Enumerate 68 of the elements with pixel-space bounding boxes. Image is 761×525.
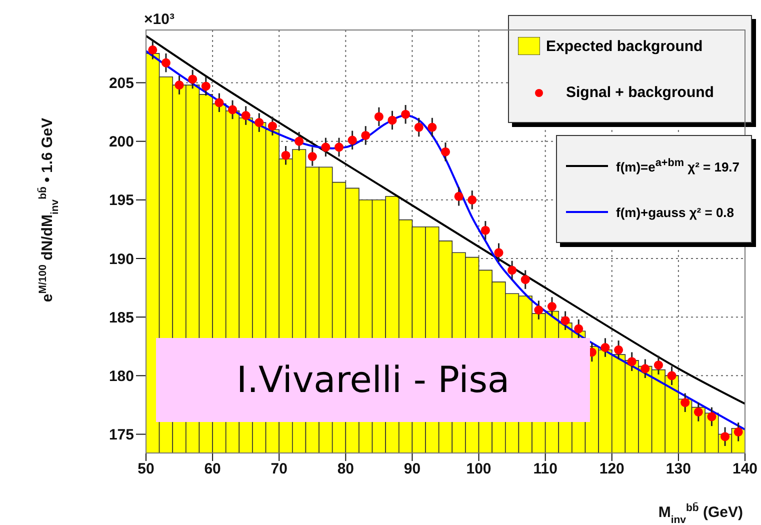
point	[161, 58, 170, 68]
point	[348, 136, 357, 145]
x-tick-label: 100	[466, 460, 492, 478]
point	[268, 122, 277, 131]
point	[454, 192, 464, 201]
point	[640, 364, 650, 374]
y-tick-label: 200	[108, 134, 134, 151]
point	[560, 316, 570, 326]
point	[401, 110, 410, 119]
point	[174, 80, 184, 90]
x-tick-label: 50	[138, 460, 154, 478]
point	[228, 105, 238, 114]
point	[680, 398, 690, 408]
point	[321, 142, 330, 152]
point	[534, 306, 544, 315]
point	[667, 371, 676, 380]
point	[468, 195, 477, 204]
point	[374, 112, 384, 122]
point	[480, 226, 490, 235]
point	[214, 98, 224, 108]
point	[308, 152, 317, 162]
point	[654, 360, 663, 370]
point	[694, 407, 703, 416]
y-tick-label: 185	[108, 309, 134, 326]
point	[440, 147, 450, 156]
point	[201, 82, 210, 91]
point	[508, 266, 517, 275]
point	[254, 118, 264, 128]
point	[361, 130, 370, 140]
annotation: I.Vivarelli - Pisa	[236, 360, 510, 400]
point	[414, 122, 424, 132]
point	[547, 302, 557, 312]
x-tick-label: 120	[599, 460, 624, 478]
x-tick-label: 70	[270, 460, 288, 478]
point	[734, 427, 743, 436]
legend-label: Signal + background	[566, 84, 714, 100]
x-axis-title: M$_{inv}$$^{bb̄}$ (GeV)	[658, 502, 743, 525]
point	[334, 142, 344, 152]
point	[388, 116, 397, 125]
y-tick-label: 195	[108, 192, 134, 210]
legend-label: f(m)=e$^{a+bm}$ χ² = 19.7	[616, 157, 740, 175]
point	[294, 136, 304, 146]
x-tick-label: 140	[732, 460, 758, 478]
point	[707, 412, 716, 422]
point	[614, 345, 624, 354]
y-tick-label: 180	[108, 368, 134, 385]
point	[428, 122, 437, 132]
point	[520, 275, 530, 284]
x-tick-label: 130	[666, 460, 691, 478]
y-tick-label: 205	[108, 75, 134, 92]
point	[281, 150, 290, 160]
x-tick-label: 90	[404, 460, 421, 478]
point	[574, 324, 584, 334]
y-tick-label: 175	[108, 426, 134, 444]
point	[188, 74, 198, 84]
point	[720, 432, 730, 442]
x-tick-label: 110	[533, 460, 558, 478]
point	[627, 357, 636, 366]
y-tick-label: 190	[108, 250, 134, 268]
legend-label: f(m)+gauss χ² = 0.8	[616, 204, 734, 220]
point	[241, 111, 250, 120]
text: ×10³	[144, 11, 174, 28]
point	[148, 45, 158, 54]
x-tick-label: 60	[204, 460, 221, 478]
point	[494, 248, 504, 258]
legend-label: Expected background	[546, 38, 703, 54]
point	[600, 343, 610, 352]
x-tick-label: 80	[337, 460, 354, 478]
